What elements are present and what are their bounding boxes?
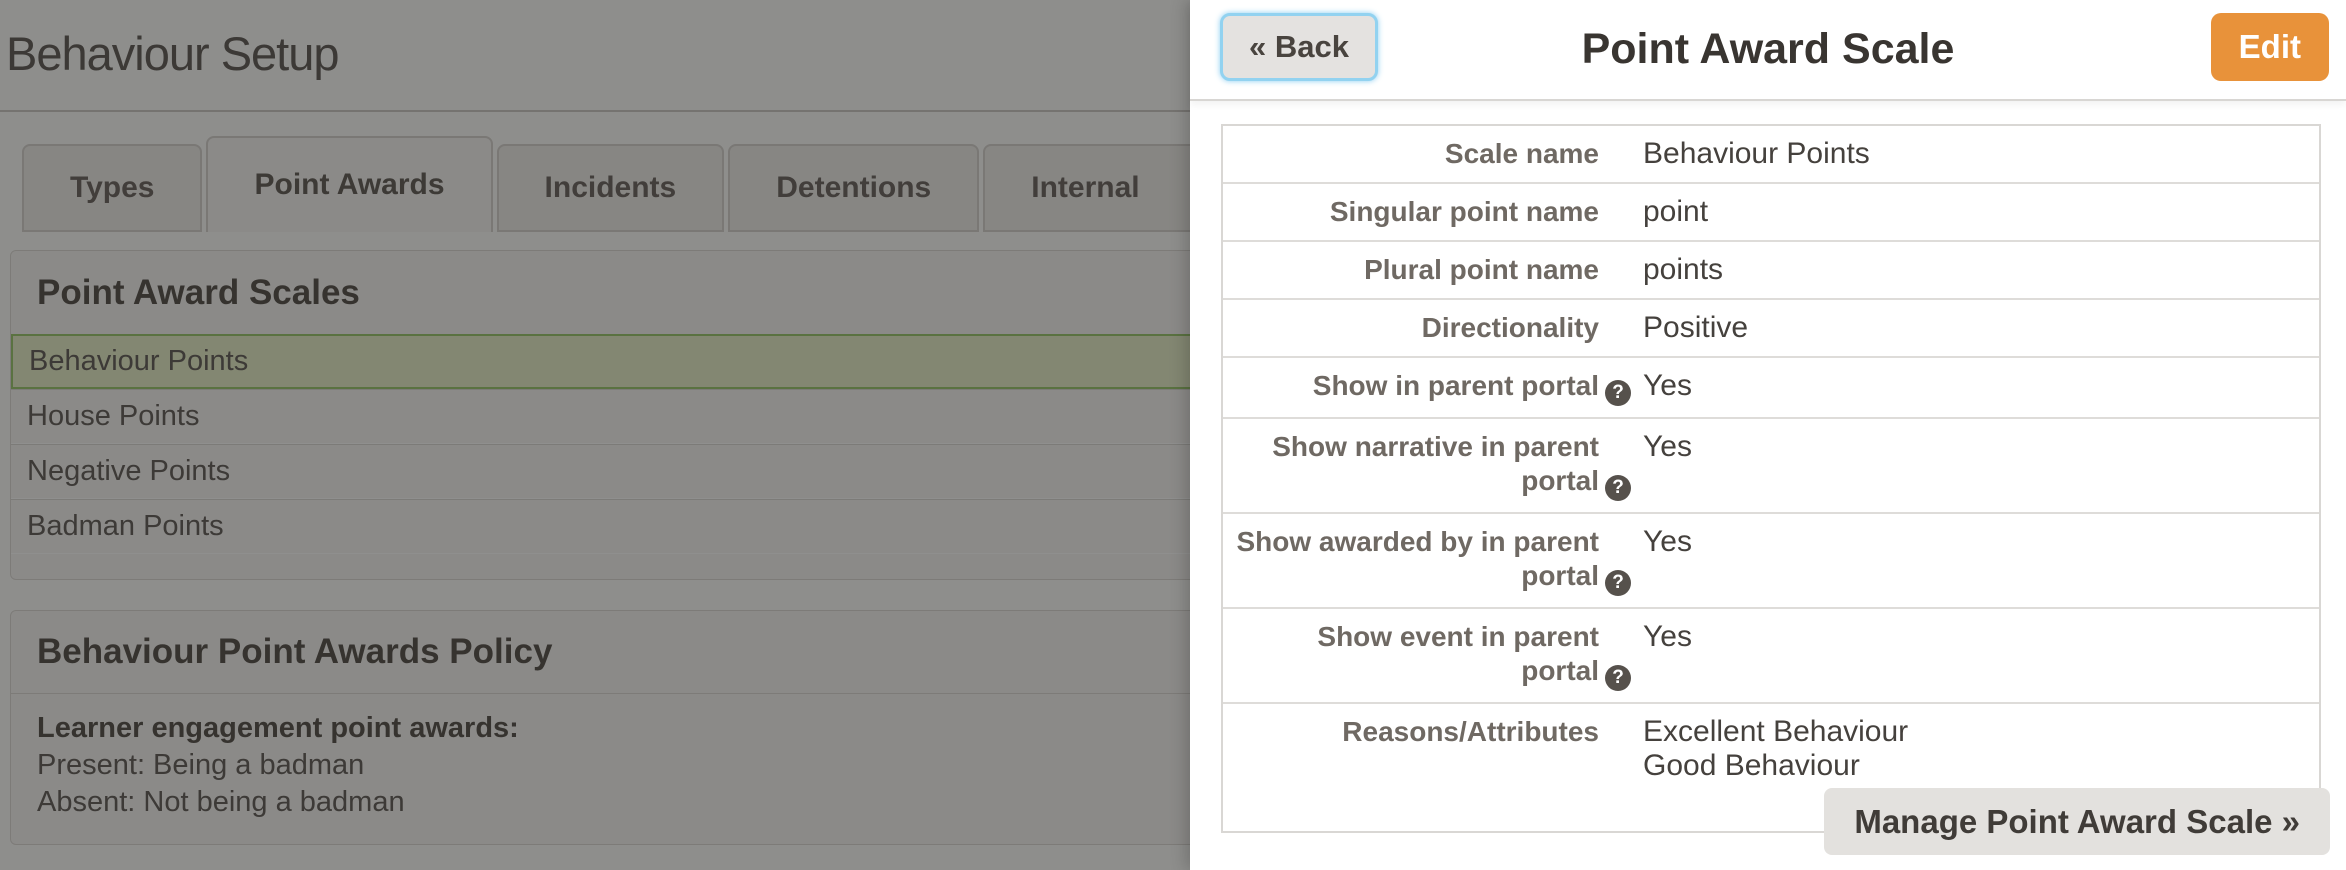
detail-value: Yes [1627, 609, 2319, 665]
detail-value-line: Excellent Behaviour [1643, 715, 1909, 748]
detail-label: Show in parent portal? [1223, 358, 1631, 417]
detail-label-text: Directionality [1421, 312, 1599, 343]
detail-value: Yes [1627, 514, 2319, 570]
detail-label-text: Show in parent portal [1312, 370, 1599, 401]
title-divider [0, 110, 2346, 112]
help-icon[interactable]: ? [1605, 380, 1631, 406]
help-icon[interactable]: ? [1605, 665, 1631, 691]
detail-value: Positive [1627, 300, 2319, 356]
detail-row-plural-point-name: Plural point name points [1223, 240, 2319, 298]
detail-label: Singular point name [1223, 184, 1627, 240]
behaviour-policy-body: Learner engagement point awards: Present… [11, 694, 2339, 837]
policy-line: Absent: Not being a badman [37, 786, 405, 818]
detail-label-text: Show narrative in parent portal [1272, 431, 1599, 496]
point-award-scale-panel: « Back Point Award Scale Edit Scale name… [1190, 0, 2346, 870]
detail-label: Directionality [1223, 300, 1627, 356]
detail-label-text: Show event in parent portal [1317, 621, 1599, 686]
detail-value-line: Good Behaviour [1643, 749, 1860, 782]
detail-value-line: points [1643, 253, 1724, 286]
detail-label-text: Plural point name [1364, 254, 1599, 285]
detail-row-scale-name: Scale name Behaviour Points [1223, 126, 2319, 182]
manage-point-award-scale-button[interactable]: Manage Point Award Scale » [1824, 788, 2330, 855]
detail-label: Show awarded by in parent portal? [1223, 514, 1631, 607]
tab-incidents[interactable]: Incidents [496, 144, 725, 232]
behaviour-policy-title: Behaviour Point Awards Policy [11, 611, 2339, 694]
detail-label: Show narrative in parent portal? [1223, 419, 1631, 512]
policy-line: Present: Being a badman [37, 749, 365, 781]
detail-value: Yes [1627, 358, 2319, 414]
detail-value-line: Yes [1643, 430, 1692, 463]
edit-button[interactable]: Edit [2210, 13, 2329, 81]
detail-label: Reasons/Attributes [1223, 704, 1627, 797]
detail-row-show-narrative-in-parent-portal: Show narrative in parent portal? Yes [1223, 417, 2319, 512]
detail-row-singular-point-name: Singular point name point [1223, 182, 2319, 240]
detail-label-text: Scale name [1444, 138, 1599, 169]
detail-row-directionality: Directionality Positive [1223, 298, 2319, 356]
detail-value: Yes [1627, 419, 2319, 475]
tab-bar: Types Point Awards Incidents Detentions Inte… [22, 136, 1312, 232]
tab-point-awards[interactable]: Point Awards [206, 136, 493, 232]
detail-value-line: Positive [1643, 311, 1749, 344]
scale-row-badman-points[interactable]: Badman Points [11, 499, 2339, 554]
policy-heading: Learner engagement point awards: [37, 712, 519, 744]
detail-label: Plural point name [1223, 242, 1627, 298]
detail-value: points [1627, 242, 2319, 298]
scale-row-negative-points[interactable]: Negative Points [11, 444, 2339, 499]
help-icon[interactable]: ? [1605, 570, 1631, 596]
detail-row-reasons-attributes: Reasons/Attributes Excellent Behaviour Goo… [1223, 702, 2319, 831]
detail-value-line: Yes [1643, 525, 1692, 558]
point-award-scales-title: Point Award Scales [37, 272, 360, 312]
detail-value: point [1627, 184, 2319, 240]
tab-detentions[interactable]: Detentions [728, 144, 980, 232]
scale-row-house-points[interactable]: House Points [11, 389, 2339, 444]
detail-row-show-event-in-parent-portal: Show event in parent portal? Yes [1223, 607, 2319, 702]
detail-row-show-awarded-by-in-parent-portal: Show awarded by in parent portal? Yes [1223, 512, 2319, 607]
detail-label-text: Reasons/Attributes [1342, 716, 1599, 747]
detail-value-line: Yes [1643, 620, 1692, 653]
detail-value-line: Behaviour Points [1643, 137, 1870, 170]
detail-label-text: Singular point name [1329, 196, 1599, 227]
back-button[interactable]: « Back [1220, 13, 1378, 81]
detail-label: Show event in parent portal? [1223, 609, 1631, 702]
tab-types[interactable]: Types [22, 144, 203, 232]
detail-row-show-in-parent-portal: Show in parent portal? Yes [1223, 356, 2319, 417]
detail-value: Behaviour Points [1627, 126, 2319, 182]
detail-label: Scale name [1223, 126, 1627, 182]
page-title: Behaviour Setup [6, 27, 340, 80]
detail-label-text: Show awarded by in parent portal [1236, 526, 1599, 591]
help-icon[interactable]: ? [1605, 475, 1631, 501]
detail-table: Scale name Behaviour Points Singular point… [1221, 124, 2321, 833]
panel-title: Point Award Scale [1581, 25, 1955, 73]
panel-header: « Back Point Award Scale Edit [1190, 0, 2346, 101]
detail-value: Excellent Behaviour Good Behaviour [1627, 704, 2319, 831]
detail-value-line: Yes [1643, 369, 1692, 402]
detail-value-line: point [1643, 195, 1709, 228]
